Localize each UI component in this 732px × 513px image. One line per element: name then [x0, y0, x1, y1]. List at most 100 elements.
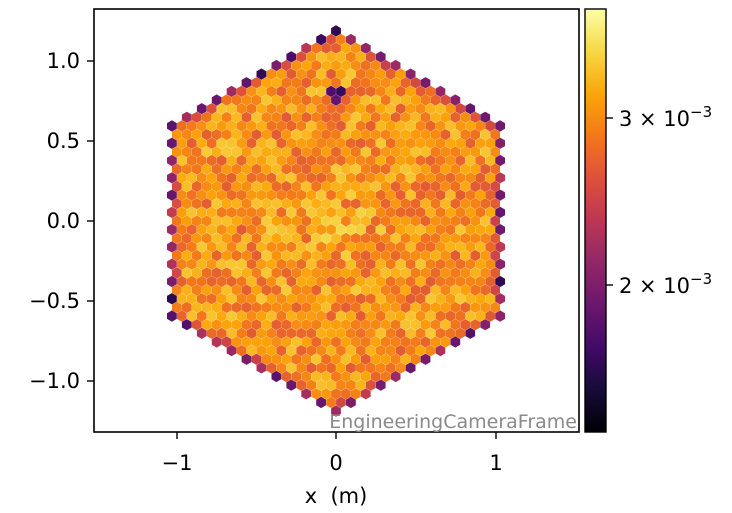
hex-cell	[261, 267, 272, 279]
hex-cell	[425, 345, 436, 357]
hex-cell	[365, 85, 376, 97]
hex-cell	[311, 336, 321, 348]
hex-cell	[296, 327, 307, 339]
hex-cell	[251, 336, 262, 348]
hex-cell	[311, 215, 321, 227]
hex-cell	[455, 275, 466, 288]
hex-cell	[191, 180, 202, 193]
hex-cell	[450, 146, 461, 158]
hex-cell	[435, 293, 446, 305]
hex-cell	[306, 224, 316, 236]
hex-cell	[316, 345, 326, 357]
hex-cell	[460, 111, 471, 123]
hex-cell	[346, 362, 356, 374]
hex-cell	[465, 310, 476, 322]
hex-cell	[425, 172, 436, 184]
hex-cell	[216, 172, 227, 184]
hex-cell	[435, 172, 446, 184]
hex-cell	[231, 146, 242, 158]
hex-cell	[405, 103, 416, 115]
hex-cell	[226, 293, 237, 305]
hex-cell	[167, 275, 177, 288]
hex-cell	[261, 319, 272, 331]
hex-cell	[395, 224, 406, 236]
hex-cell	[445, 224, 456, 236]
hex-cell	[251, 249, 262, 262]
hex-cell	[460, 215, 471, 227]
hex-cell	[306, 137, 316, 149]
hex-cell	[311, 111, 321, 123]
hex-cell	[445, 258, 456, 270]
hex-cell	[380, 319, 391, 331]
hex-cell	[370, 336, 381, 348]
hex-cell	[291, 146, 302, 158]
hex-cell	[356, 85, 366, 97]
hex-cell	[361, 59, 371, 72]
hex-cell	[430, 198, 441, 210]
hex-cell	[236, 258, 247, 270]
hex-cell	[445, 327, 456, 339]
hex-cell	[226, 345, 237, 357]
hex-cell	[221, 301, 232, 313]
hex-cell	[400, 94, 411, 106]
hex-cell	[370, 180, 381, 193]
hex-cell	[326, 362, 336, 374]
hex-cell	[430, 146, 441, 158]
hex-cell	[167, 206, 177, 218]
hex-cell	[356, 275, 366, 288]
colorbar-label-3e-3: 3 × 10−3	[619, 103, 712, 131]
hex-cell	[221, 336, 232, 348]
hex-cell	[475, 241, 486, 253]
hex-cell	[311, 232, 321, 244]
hex-cell	[470, 111, 481, 123]
hex-cell	[480, 249, 491, 262]
hex-cell	[445, 120, 456, 132]
hex-cell	[430, 319, 441, 331]
hex-cell	[296, 362, 307, 374]
hex-cell	[276, 137, 287, 149]
hex-cell	[435, 103, 446, 115]
hex-cell	[211, 94, 222, 106]
hex-cell	[286, 379, 297, 391]
hex-cell	[361, 42, 371, 54]
hex-cell	[365, 362, 376, 374]
hex-cell	[336, 189, 346, 201]
hex-cell	[261, 284, 272, 296]
hex-cell	[266, 327, 277, 339]
hex-cell	[181, 111, 192, 123]
hex-cell	[385, 258, 396, 270]
hex-cell	[326, 85, 336, 97]
hex-cell	[286, 293, 297, 305]
hex-cell	[196, 206, 207, 218]
hex-cell	[221, 249, 232, 262]
hex-cell	[321, 198, 331, 210]
hex-cell	[286, 103, 297, 115]
hex-cell	[415, 241, 426, 253]
hex-cell	[321, 353, 331, 365]
hex-cell	[380, 146, 391, 158]
hex-cell	[286, 327, 297, 339]
hex-cell	[410, 301, 421, 313]
hex-cell	[341, 77, 351, 89]
hex-cell	[306, 85, 316, 97]
hex-cell	[281, 59, 292, 72]
hex-cell	[405, 224, 416, 236]
hex-cell	[470, 284, 481, 296]
hex-cell	[216, 241, 227, 253]
hex-cell	[311, 319, 321, 331]
y-tick-label-1.0: 1.0	[47, 49, 80, 73]
hex-cell	[226, 241, 237, 253]
hex-cell	[365, 120, 376, 132]
hex-cell	[251, 77, 262, 89]
hex-cell	[385, 206, 396, 218]
hex-cell	[321, 336, 331, 348]
hex-cell	[375, 258, 386, 270]
hex-cell	[356, 189, 366, 201]
hex-cell	[336, 224, 346, 236]
hex-cell	[331, 129, 341, 141]
hex-cell	[445, 172, 456, 184]
hex-cell	[375, 154, 386, 167]
hex-cell	[211, 284, 222, 296]
hex-cell	[321, 180, 331, 193]
hex-cell	[440, 336, 451, 348]
